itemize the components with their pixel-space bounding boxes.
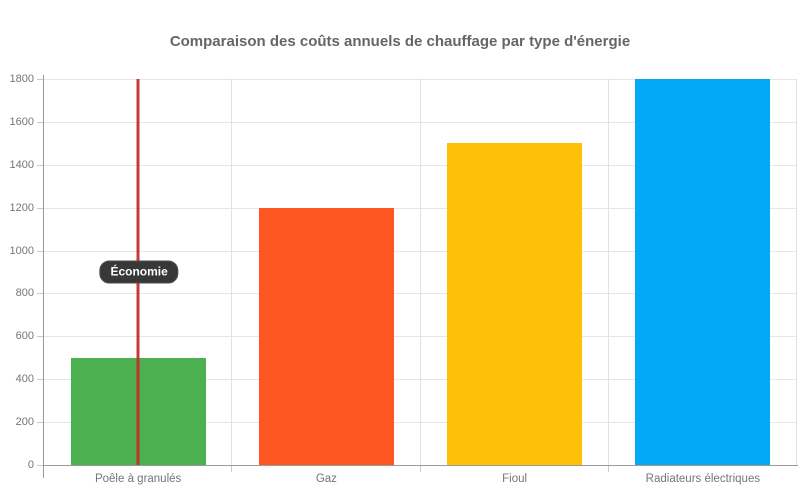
plot-area: Économie 0 200 400 600 800 1000 1200 1400 1600 18… <box>10 73 798 485</box>
gridline-h <box>44 422 797 424</box>
bar-2 <box>258 207 394 465</box>
y-tick-label: 1600 <box>9 115 34 128</box>
gridline-h <box>44 293 797 295</box>
y-tick-label: 800 <box>15 287 34 300</box>
y-tick-label: 400 <box>15 373 34 386</box>
x-category-label: Radiateurs électriques <box>645 473 761 485</box>
annotation-badge: Économie <box>99 260 179 284</box>
gridline-v <box>419 79 421 465</box>
x-axis-tick <box>607 466 609 472</box>
y-tick-label: 600 <box>15 330 34 343</box>
x-category-label: Fioul <box>502 473 528 485</box>
y-tick-label: 1800 <box>9 73 34 85</box>
y-tick-label: 1200 <box>9 201 34 214</box>
gridline-v <box>796 79 797 465</box>
y-axis-tick <box>37 207 43 209</box>
y-tick-label: 1000 <box>9 244 34 257</box>
y-axis-tick <box>37 293 43 295</box>
gridline-h <box>44 164 797 166</box>
y-axis-tick <box>37 164 43 166</box>
y-tick-label: 0 <box>27 459 34 471</box>
gridline-v <box>231 79 233 465</box>
y-tick-label: 1400 <box>9 158 34 171</box>
gridline-h <box>44 250 797 252</box>
y-axis-tick <box>37 336 43 338</box>
chart-title: Comparaison des coûts annuels de chauffa… <box>169 33 631 50</box>
x-category-label: Gaz <box>315 473 337 485</box>
x-axis-line <box>43 465 798 466</box>
y-axis-tick <box>37 465 43 466</box>
y-tick-label: 200 <box>15 416 34 429</box>
y-axis-tick <box>37 79 43 80</box>
bar-3 <box>447 143 583 465</box>
gridline-h <box>44 121 797 123</box>
gridline-h <box>44 207 797 209</box>
y-axis-tick <box>37 422 43 424</box>
x-axis-tick <box>419 466 421 472</box>
gridline-h <box>44 379 797 381</box>
x-category-label: Poêle à granulés <box>94 473 182 485</box>
y-axis-tick <box>37 121 43 123</box>
y-axis-tick <box>37 250 43 252</box>
gridline-h <box>44 79 797 80</box>
bar-4 <box>635 79 771 465</box>
y-axis-line <box>43 75 44 478</box>
gridline-v <box>607 79 609 465</box>
y-axis-tick <box>37 379 43 381</box>
x-axis-tick <box>231 466 233 472</box>
gridline-h <box>44 336 797 338</box>
